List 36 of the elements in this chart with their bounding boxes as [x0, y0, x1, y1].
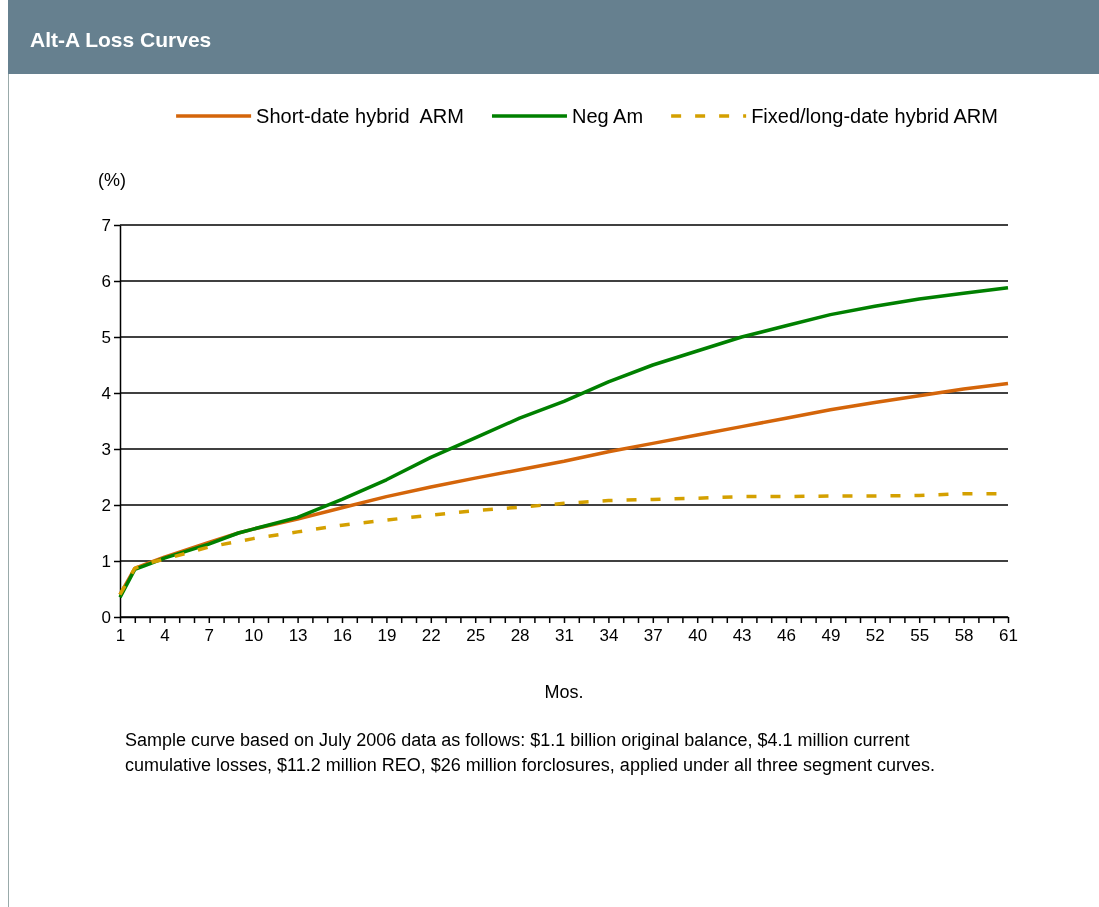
y-tick-label: 0 — [101, 607, 111, 627]
x-tick-label: 43 — [732, 626, 752, 646]
y-tick-label: 5 — [101, 327, 111, 347]
legend-label: Neg Am — [571, 105, 644, 127]
x-tick-label: 58 — [954, 626, 974, 646]
x-axis-title: Mos. — [544, 682, 584, 702]
x-tick-label: 16 — [333, 626, 352, 646]
x-tick-label: 19 — [377, 626, 397, 646]
x-tick-label: 7 — [204, 626, 215, 646]
y-tick-label: 3 — [101, 439, 111, 459]
x-tick-label: 61 — [999, 626, 1018, 646]
y-tick-label: 6 — [101, 271, 111, 291]
x-tick-label: 34 — [599, 626, 619, 646]
x-tick-label: 37 — [643, 626, 663, 646]
legend-label: Fixed/long-date hybrid ARM — [751, 105, 998, 127]
y-axis-title: (%) — [98, 170, 126, 190]
x-tick-label: 28 — [510, 626, 530, 646]
x-tick-label: 31 — [555, 626, 574, 646]
x-tick-label: 13 — [288, 626, 308, 646]
legend-label: Short-date hybrid ARM — [256, 105, 464, 127]
x-tick-label: 25 — [466, 626, 486, 646]
x-tick-label: 46 — [777, 626, 796, 646]
x-tick-label: 49 — [821, 626, 841, 646]
y-tick-label: 7 — [101, 215, 111, 235]
y-tick-label: 1 — [101, 551, 111, 571]
x-tick-label: 22 — [421, 626, 441, 646]
y-tick-label: 4 — [101, 383, 111, 403]
x-tick-label: 1 — [115, 626, 126, 646]
x-tick-label: 10 — [244, 626, 264, 646]
x-tick-label: 55 — [910, 626, 930, 646]
y-tick-label: 2 — [101, 495, 111, 515]
text: Sample curve based on July 2006 data as follows: $1.1 billion original balance, $4.1 million current cumulative losses, $11.2 million REO, $26 million forclosures, applied under all three segment curves. — [125, 729, 937, 777]
x-tick-label: 52 — [865, 626, 885, 646]
x-tick-label: 40 — [688, 626, 708, 646]
x-tick-label: 4 — [160, 626, 170, 646]
chart-title: Alt-A Loss Curves — [8, 0, 1099, 74]
